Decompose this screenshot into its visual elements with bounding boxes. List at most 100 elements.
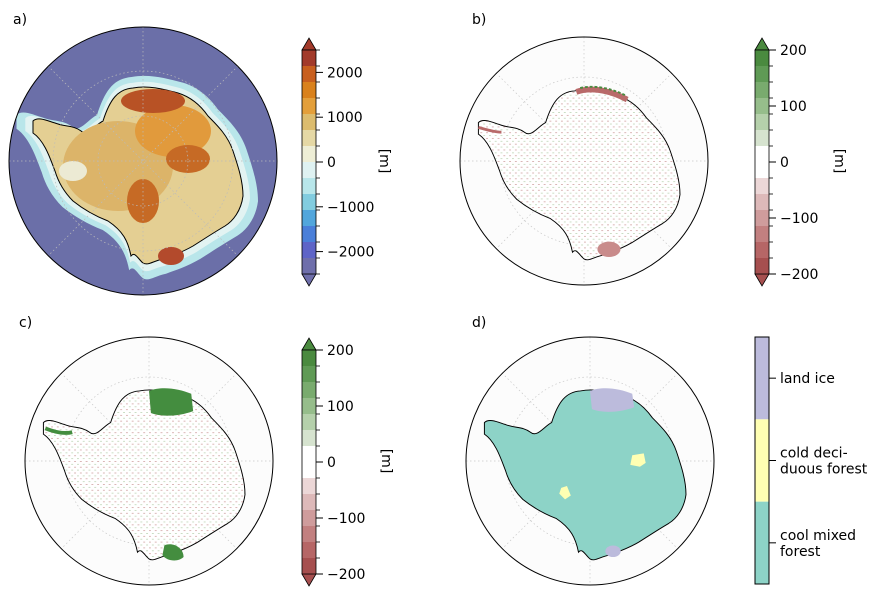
panel-a-colorbar-segment	[302, 98, 316, 115]
panel-a-colorbar-tick-label: −1000	[327, 200, 374, 216]
panel-c-colorbar-segment	[302, 462, 316, 479]
panel-a-colorbar-segment	[302, 66, 316, 83]
panel-c-label: c)	[19, 315, 32, 331]
panel-a-peak-coast	[158, 247, 184, 265]
panel-c-colorbar-extend-bottom	[301, 573, 317, 587]
panel-a-colorbar-segment	[302, 130, 316, 147]
panel-a-graticule	[9, 27, 277, 295]
panel-c-colorbar-segment	[302, 526, 316, 543]
panel-d: d) land ice cold deci-duous forest cool mi…	[465, 315, 868, 586]
panel-c-colorbar: 200 100 0 −100 −200 [m]	[301, 337, 394, 587]
panel-b-boundary	[459, 36, 709, 286]
panel-b-colorbar-segment	[755, 82, 769, 99]
panel-a-colorbar-segment	[302, 258, 316, 275]
panel-a-colorbar-segment	[302, 50, 316, 67]
panel-c-boundary	[24, 336, 274, 586]
panel-c-colorbar-tick-label: 0	[327, 455, 336, 471]
panel-d-forest-patch-2	[559, 485, 571, 500]
panel-b-south-anomaly	[597, 241, 621, 257]
panel-d-land-ice-south	[605, 545, 621, 557]
panel-c-colorbar-segment	[302, 398, 316, 415]
panel-c-colorbar-segment	[302, 414, 316, 431]
panel-a-colorbar-segment	[302, 242, 316, 259]
panel-c-colorbar-unit: [m]	[378, 449, 394, 474]
panel-d-forest-patch-1	[630, 453, 646, 467]
panel-a-colorbar-segment	[302, 82, 316, 99]
panel-b-north-anomaly	[575, 86, 629, 103]
panel-b-colorbar-segment	[755, 114, 769, 131]
panel-b-colorbar-segment	[755, 178, 769, 195]
panel-b-colorbar-segment	[755, 130, 769, 147]
panel-b-colorbar-extend-top	[754, 37, 770, 51]
panel-c-colorbar-segment	[302, 494, 316, 511]
panel-c-colorbar-segment	[302, 366, 316, 383]
panel-c-colorbar-segment	[302, 350, 316, 367]
panel-a-plateau-east	[135, 105, 211, 157]
panel-a-colorbar-tick-label: 0	[327, 155, 336, 171]
panel-a-boundary	[8, 26, 278, 296]
panel-a-label: a)	[13, 12, 27, 28]
panel-b-colorbar-tick-label: −100	[780, 211, 818, 227]
panel-b-label: b)	[472, 12, 486, 28]
panel-c-colorbar-tick-label: 100	[327, 399, 354, 415]
panel-a-colorbar-tick-label: 2000	[327, 65, 363, 81]
panel-d-label: d)	[472, 315, 486, 331]
panel-b-colorbar-segment	[755, 66, 769, 83]
panel-c-colorbar-segment	[302, 430, 316, 447]
panel-a-low-west	[59, 161, 87, 181]
panel-b-colorbar-segment	[755, 258, 769, 275]
panel-b-colorbar-extend-bottom	[754, 273, 770, 287]
panel-c-colorbar-segment	[302, 478, 316, 495]
panel-c-colorbar-segment	[302, 446, 316, 463]
panel-b: b) 200 100 0 −100 −200 [m]	[459, 12, 847, 287]
panel-b-colorbar-segment	[755, 226, 769, 243]
panel-d-legend-swatch	[755, 337, 769, 420]
panel-a: a) 2000 1000 0 −1000 −2000 [m]	[8, 12, 392, 296]
panel-b-colorbar-tick-label: 0	[780, 155, 789, 171]
panel-b-colorbar-segment	[755, 210, 769, 227]
panel-a-colorbar-segment	[302, 178, 316, 195]
panel-a-colorbar-extend-bottom	[301, 273, 317, 287]
panel-b-colorbar-segment	[755, 162, 769, 179]
panel-c-colorbar-segment	[302, 382, 316, 399]
panel-a-colorbar-segment	[302, 146, 316, 163]
panel-b-colorbar-tick-label: 100	[780, 99, 807, 115]
panel-c-colorbar-extend-top	[301, 337, 317, 351]
panel-a-colorbar-segment	[302, 194, 316, 211]
panel-b-colorbar: 200 100 0 −100 −200 [m]	[754, 37, 847, 287]
panel-a-colorbar-tick-label: −2000	[327, 245, 374, 261]
panel-c-colorbar-tick-label: 200	[327, 343, 354, 359]
panel-b-colorbar-segment	[755, 146, 769, 163]
panel-d-legend-swatch	[755, 501, 769, 584]
panel-a-colorbar-extend-top	[301, 37, 317, 51]
panel-d-map	[466, 337, 714, 585]
panel-c-colorbar-segment	[302, 542, 316, 559]
panel-c-colorbar-segment	[302, 558, 316, 575]
panel-a-colorbar-segment	[302, 226, 316, 243]
panel-b-colorbar-unit: [m]	[831, 149, 847, 174]
panel-a-colorbar-segment	[302, 210, 316, 227]
panel-c: c) 200 100 0 −100 −200 [m]	[19, 315, 394, 587]
panel-c-north-anomaly	[149, 388, 194, 416]
panel-a-colorbar-unit: [m]	[376, 149, 392, 174]
panel-c-map	[25, 337, 273, 585]
panel-a-colorbar-segment	[302, 162, 316, 179]
panel-c-colorbar-tick-label: −100	[327, 511, 365, 527]
panel-d-legend: land ice cold deci-duous forest cool mixed…	[754, 336, 868, 585]
panel-b-colorbar-segment	[755, 242, 769, 259]
panel-a-peak-north	[121, 89, 185, 113]
panel-c-colorbar-segment	[302, 510, 316, 527]
panel-c-colorbar-tick-label: −200	[327, 567, 365, 583]
panel-d-legend-label: cold deci-duous forest	[780, 446, 868, 478]
panel-a-colorbar-tick-label: 1000	[327, 110, 363, 126]
panel-d-land-ice-north	[590, 388, 635, 412]
panel-c-south-anomaly	[162, 544, 184, 561]
panel-b-colorbar-segment	[755, 194, 769, 211]
panel-d-legend-label: land ice	[780, 371, 835, 387]
panel-b-colorbar-tick-label: −200	[780, 267, 818, 283]
panel-d-legend-label: cool mixed forest	[780, 528, 856, 560]
panel-d-boundary	[465, 336, 715, 586]
panel-d-legend-swatch	[755, 419, 769, 502]
panel-a-peak-south	[127, 179, 159, 223]
